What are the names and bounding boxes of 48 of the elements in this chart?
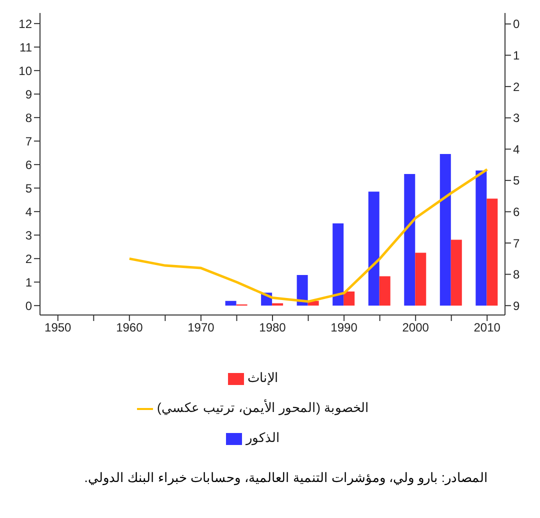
legend-label: الذكور [246, 430, 280, 445]
y-tick-label: 12 [18, 16, 32, 31]
bar [225, 300, 236, 306]
x-tick-label: 2010 [474, 320, 501, 335]
y-tick-label: 10 [18, 64, 32, 78]
y-tick-label: 5 [25, 181, 32, 196]
y-tick-label: 4 [25, 204, 32, 219]
y-tick-label: 0 [25, 298, 32, 313]
bar [368, 192, 380, 306]
bar [440, 154, 451, 306]
y2-tick-label: 7 [513, 236, 520, 250]
legend-label: الإناث [248, 370, 278, 385]
y2-tick-label: 3 [513, 111, 520, 126]
y2-tick-label: 4 [513, 142, 520, 156]
y-tick-label: 9 [25, 87, 32, 102]
y-tick-label: 3 [25, 228, 32, 242]
bar [404, 174, 416, 306]
y2-tick-label: 6 [513, 204, 520, 219]
y2-tick-label: 8 [513, 268, 520, 282]
y-tick-label: 1 [25, 275, 32, 290]
y2-tick-label: 9 [513, 298, 520, 313]
bar [344, 292, 355, 306]
bar [415, 252, 426, 306]
y-tick-label: 11 [20, 40, 32, 54]
y2-tick-label: 1 [513, 48, 520, 63]
bar [379, 276, 390, 306]
y-tick-label: 7 [25, 134, 32, 148]
bar [476, 170, 487, 306]
legend-label: الخصوبة (المحور الأيمن، ترتيب عكسي) [156, 400, 370, 415]
x-tick-label: 1960 [116, 320, 144, 335]
line-series [128, 168, 488, 303]
x-tick-label: 1970 [188, 320, 215, 335]
y-tick-label: 6 [25, 158, 32, 172]
y2-tick-label: 0 [513, 17, 520, 32]
y-tick-label: 8 [25, 110, 32, 125]
y2-tick-label: 2 [513, 80, 520, 94]
x-tick-label: 1990 [330, 320, 358, 335]
bar [450, 240, 462, 306]
bar [296, 275, 308, 306]
text: المصادر: بارو ولي، ومؤشرات التنمية العالمية، وحسابات خبراء البنك الدولي. [83, 470, 488, 485]
y-tick-label: 2 [25, 252, 32, 266]
bar [332, 223, 344, 306]
y2-tick-label: 5 [513, 174, 520, 188]
bar [486, 198, 498, 306]
x-tick-label: 2000 [402, 320, 430, 335]
bar [272, 303, 284, 306]
x-tick-label: 1950 [44, 320, 72, 335]
x-tick-label: 1980 [259, 320, 286, 335]
